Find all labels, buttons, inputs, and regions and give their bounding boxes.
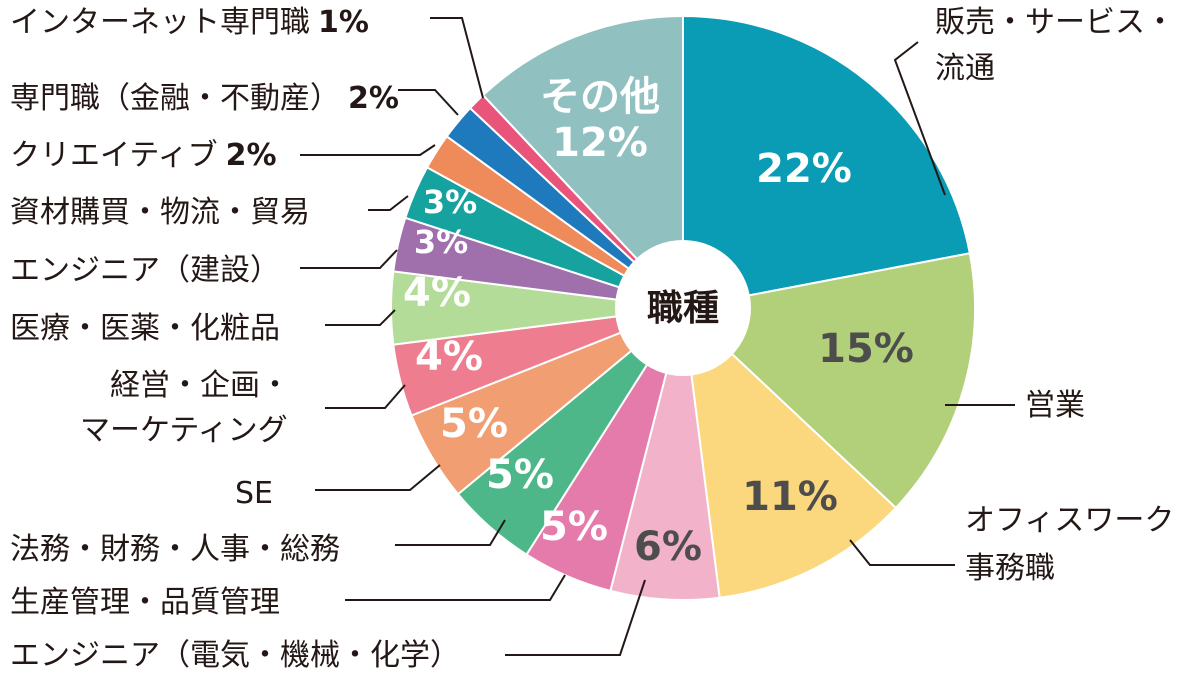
chart-title: 職種 <box>647 288 719 329</box>
category-label-engineer-construction: エンジニア（建設） <box>10 253 280 288</box>
slice-value-production-quality: 5% <box>540 504 608 550</box>
category-label-management-marketing-line1: 経営・企画・ <box>110 368 290 403</box>
category-label-office-work-line2: 事務職 <box>965 551 1055 586</box>
slice-value-other: その他 12% <box>540 74 660 166</box>
slice-value-engineer-construction: 3% <box>414 223 468 261</box>
leader-line-internet-specialist <box>430 17 484 99</box>
pie-slice-other <box>481 14 684 311</box>
category-label-office-work-line1: オフィスワーク <box>965 503 1174 538</box>
leader-line-management-marketing <box>325 384 406 409</box>
leader-line-procurement-logistics <box>368 195 409 211</box>
pie-slices <box>390 14 976 601</box>
slice-value-se: 5% <box>440 401 508 447</box>
category-label-production-quality: 生産管理・品質管理 <box>10 585 280 620</box>
pie-slice-sales <box>680 252 976 510</box>
slice-value-labels: 22% 15% 11% 6% 5% 5% 5% 4% 4% 3%3% その他 12% <box>403 74 914 570</box>
category-label-sales-service-distribution-line1: 販売・サービス・ <box>935 5 1175 40</box>
leader-line-medical-pharma <box>325 309 396 326</box>
category-label-medical-pharma: 医療・医薬・化粧品 <box>10 311 280 346</box>
slice-value-sales-service-distribution: 22% <box>756 146 852 192</box>
slice-value-office-work: 11% <box>742 474 838 520</box>
leader-line-office-work <box>849 539 955 566</box>
leader-line-legal-finance-hr <box>395 519 506 546</box>
slice-value-management-marketing: 4% <box>415 334 483 380</box>
category-label-creative: クリエイティブ 2% <box>10 138 277 173</box>
category-label-internet-specialist: インターネット専門職 1% <box>10 5 369 40</box>
category-label-sales-service-distribution-line2: 流通 <box>935 51 995 86</box>
leader-line-engineer-electrical <box>505 579 646 656</box>
category-label-engineer-electrical: エンジニア（電気・機械・化学） <box>10 638 460 673</box>
leader-line-se <box>315 464 441 491</box>
pie-slice-sales-service-distribution <box>682 14 971 310</box>
slice-value-engineer-electrical: 6% <box>634 524 702 570</box>
leader-line-sales-service-distribution <box>893 41 946 196</box>
slice-value-medical-pharma: 4% <box>403 270 471 316</box>
category-label-specialist-finance-realestate: 専門職（金融・不動産） 2% <box>10 81 399 116</box>
category-label-sales: 営業 <box>1025 388 1085 423</box>
leader-lines <box>300 17 1015 656</box>
leader-line-production-quality <box>345 574 566 601</box>
leader-line-creative <box>300 144 436 156</box>
pie-slice-office-work <box>681 305 898 599</box>
slice-value-sales: 15% <box>818 326 914 372</box>
category-label-legal-finance-hr: 法務・財務・人事・総務 <box>10 532 340 567</box>
leader-line-specialist-finance-realestate <box>398 89 459 116</box>
center-hole <box>615 240 751 376</box>
slice-value-legal-finance-hr: 5% <box>486 452 554 498</box>
slice-value-procurement-logistics: 3% <box>423 183 477 221</box>
category-label-management-marketing-line2: マーケティング <box>80 413 288 448</box>
category-label-procurement-logistics: 資材購買・物流・貿易 <box>10 195 310 230</box>
leader-line-engineer-construction <box>300 249 398 269</box>
category-label-se: SE <box>235 476 273 511</box>
